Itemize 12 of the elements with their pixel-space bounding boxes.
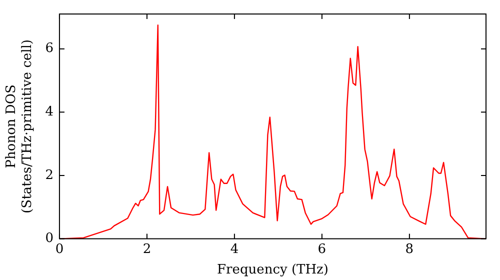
x-tick-label: 4 (230, 242, 239, 257)
x-tick-label: 0 (55, 242, 64, 257)
x-tick-label: 2 (142, 242, 152, 257)
x-axis-title: Frequency (THz) (217, 262, 328, 278)
x-tick-label: 6 (318, 242, 326, 257)
y-tick-label: 6 (45, 41, 54, 56)
y-tick-label: 0 (45, 231, 54, 246)
y-tick-label: 4 (45, 104, 54, 120)
text: Phonon DOS (4, 84, 20, 168)
y-tick-label: 2 (45, 168, 54, 183)
x-tick-label: 8 (405, 242, 414, 257)
text: (States/THz·primitive cell) (20, 39, 35, 214)
